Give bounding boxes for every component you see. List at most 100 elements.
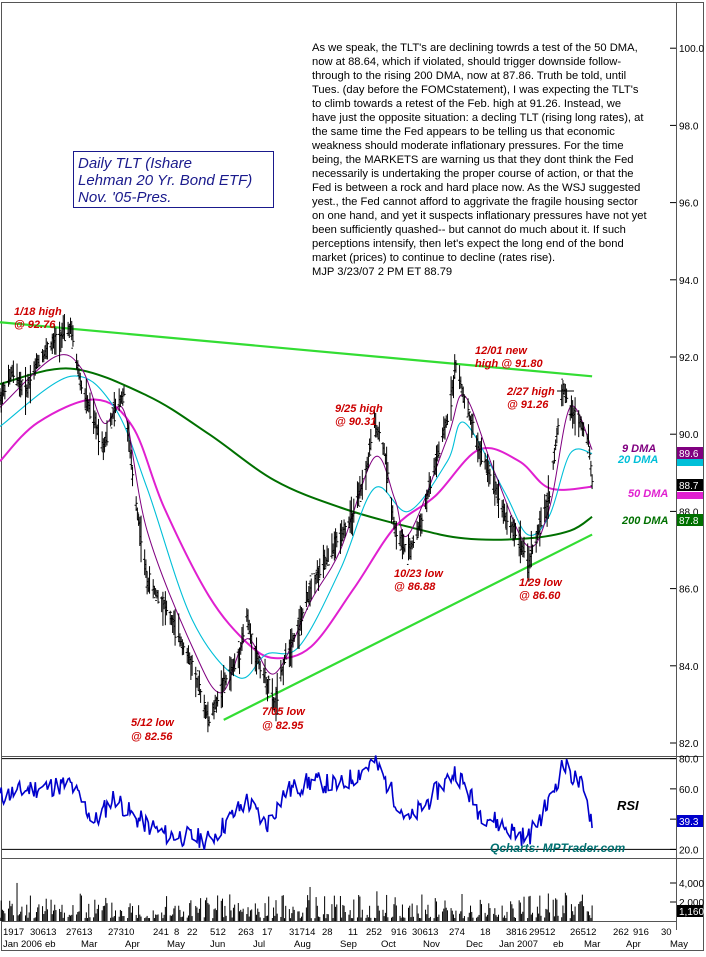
annotation-line: 10/23 low [394,568,444,580]
price-bar [28,365,32,404]
price-bar [194,666,198,698]
price-bar [428,476,433,494]
price-bar [415,520,419,540]
price-tick-label: 88.0 [679,507,699,518]
price-bar [54,327,58,355]
annotation-line: 12/01 new [475,345,528,357]
price-bar [282,654,287,665]
price-bar [112,391,116,427]
price-bar [144,559,148,578]
chart-title-box: Daily TLT (Ishare Lehman 20 Yr. Bond ETF… [73,151,274,208]
annotation-line: @ 91.26 [507,399,549,411]
x-month-label: Aug [294,939,311,950]
x-day-label: 30613 [412,927,438,938]
price-bar [357,482,361,507]
price-tick-label: 96.0 [679,199,699,210]
price-bar [62,314,67,342]
value-tag-text: 89.6 [679,449,699,460]
x-month-label: Sep [340,939,357,950]
price-bar [434,445,439,478]
price-bar [3,384,7,400]
x-month-label: Oct [381,939,396,950]
rsi-line [0,755,593,850]
price-bar [156,590,160,604]
price-bar [394,521,398,550]
price-bar [258,661,262,679]
price-bar [462,395,467,409]
annotation-line: 9/25 high [335,403,383,415]
price-bar [539,507,543,528]
price-bar [335,532,339,548]
annotation-line: @ 92.76 [14,319,56,331]
price-bar [330,533,334,559]
price-bar [420,513,424,534]
x-day-label: 262 [613,927,629,938]
price-bar [530,544,535,555]
price-bar [127,422,131,452]
price-bar [88,392,92,420]
price-bar [358,476,362,502]
price-bar [130,466,135,487]
price-bar [134,496,138,512]
price-bar [534,531,538,553]
dma9-label: 9 DMA [622,443,656,455]
x-day-label: 3816 [506,927,527,938]
price-bar [309,573,313,600]
price-bar [301,608,305,619]
annotation-7-05-low: 7/05 low @ 82.95 [262,706,306,732]
price-bar [368,438,372,456]
qcharts-credit: Qcharts: MPTrader.com [490,841,625,855]
price-bar [139,515,143,563]
price-tick-label: 86.0 [679,585,699,596]
dma20-line [0,375,593,679]
x-month-label: Jun [210,939,225,950]
x-day-label: 26512 [570,927,596,938]
x-month-label: Mar [81,939,97,950]
price-bar [267,675,271,698]
x-day-label: 18 [480,927,491,938]
price-bar [392,516,396,530]
price-bar [343,522,347,537]
price-bar [479,437,484,465]
annotation-1-18-high: 1/18 high @ 92.76 [14,306,62,331]
price-tick-label: 90.0 [679,430,699,441]
annotation-line: @ 86.60 [519,590,561,602]
value-tag-dma9: 89.6 [677,447,703,460]
x-day-label: 11 [348,927,358,938]
x-month-label: Jan 2007 [499,939,538,950]
price-bar [275,672,279,715]
x-day-label: 29512 [529,927,555,938]
annotation-line: 7/05 low [262,706,306,718]
price-bar [105,420,109,446]
x-month-label: eb [553,939,564,950]
price-bar [386,462,390,484]
price-bar [113,398,118,414]
price-bar [509,515,513,539]
annotation-line: @ 90.31 [335,416,376,428]
annotation-line: @ 86.88 [394,581,436,593]
price-bar [471,413,475,435]
x-month-label: Jan 2006 [3,939,42,950]
price-bar [181,642,186,655]
x-day-label: 263 [238,927,254,938]
price-bar [581,422,586,437]
price-tick-label: 92.0 [679,353,699,364]
price-bar [121,388,125,406]
price-bar [292,633,296,642]
price-bar [135,507,139,520]
chart-title-line-3: Nov. '05-Pres. [78,189,172,206]
price-tick-label: 82.0 [679,739,699,750]
price-bar [377,421,381,442]
x-day-label: 22 [187,927,198,938]
chart-title-line-2: Lehman 20 Yr. Bond ETF) [78,172,253,189]
price-bar [168,610,172,625]
price-bar [360,469,364,500]
price-bar [547,491,552,504]
dma200-label: 200 DMA [621,515,669,527]
rsi-tick-label: 20.0 [679,845,699,856]
price-bar [488,468,492,485]
price-bar [513,522,518,539]
price-bar [590,474,594,490]
annotation-12-01-high: 12/01 new high @ 91.80 [475,345,543,370]
price-bar [323,549,327,571]
